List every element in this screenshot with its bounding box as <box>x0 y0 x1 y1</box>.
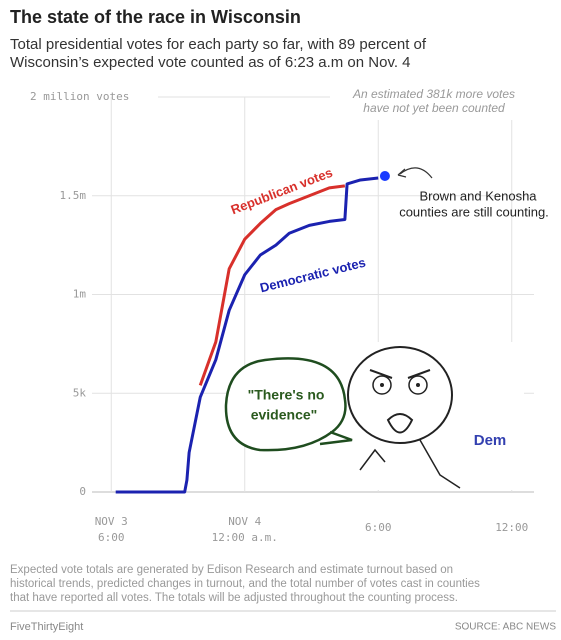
y-tick-label: 0 <box>79 485 86 498</box>
x-tick-label: 12:00 <box>495 521 528 534</box>
x-date-label: NOV 4 <box>228 515 261 528</box>
hands <box>359 439 461 489</box>
y-tick-label: 5k <box>73 386 87 399</box>
subtitle: Total presidential votes for each party … <box>10 36 427 53</box>
annotation: An estimated 381k more votes <box>352 87 515 101</box>
speech-bubble <box>224 357 353 452</box>
pupil <box>380 383 384 387</box>
footnote: Expected vote totals are generated by Ed… <box>10 564 453 576</box>
bubble-text: evidence" <box>251 407 318 423</box>
x-date-label: NOV 3 <box>95 515 128 528</box>
bubble-text: "There's no <box>248 387 325 403</box>
annotation-bg <box>330 86 534 120</box>
arrowhead <box>397 168 407 178</box>
footnote: that have reported all votes. The totals… <box>10 592 458 604</box>
y-tick-label: 1.5m <box>60 189 87 202</box>
pupil <box>416 383 420 387</box>
meme: Dem "There's no evidence" <box>224 342 524 490</box>
eye <box>372 375 392 395</box>
brand: FiveThirtyEight <box>10 621 83 633</box>
meme-panel <box>327 342 524 490</box>
mouth <box>386 413 414 434</box>
x-tick-label: 12:00 a.m. <box>212 531 278 544</box>
annotation: have not yet been counted <box>363 101 505 115</box>
grid: 0 5k 1m 1.5m 2 million votes NOV 3 6:00 NOV 4 12… <box>30 90 534 544</box>
subtitle: Wisconsin’s expected vote counted as of … <box>10 54 411 71</box>
face <box>347 346 453 444</box>
brow <box>369 369 431 379</box>
arrow <box>399 167 433 179</box>
eye <box>408 375 428 395</box>
footnote: historical trends, predicted changes in … <box>10 578 480 590</box>
series-line <box>115 176 379 494</box>
x-tick-label: 6:00 <box>98 531 125 544</box>
plot <box>115 171 390 494</box>
annotation: counties are still counting. <box>399 204 549 219</box>
annotation: Brown and Kenosha <box>419 188 537 203</box>
x-tick-label: 6:00 <box>365 521 392 534</box>
y-tick-label: 1m <box>73 288 87 301</box>
y-tick-label: 2 million votes <box>30 90 129 103</box>
chart-title: The state of the race in Wisconsin <box>10 7 301 27</box>
meme-label: Dem <box>474 432 507 449</box>
point <box>379 171 390 181</box>
series-line <box>198 184 346 386</box>
source: SOURCE: ABC NEWS <box>455 622 556 633</box>
series-label: Democratic votes <box>258 255 367 296</box>
